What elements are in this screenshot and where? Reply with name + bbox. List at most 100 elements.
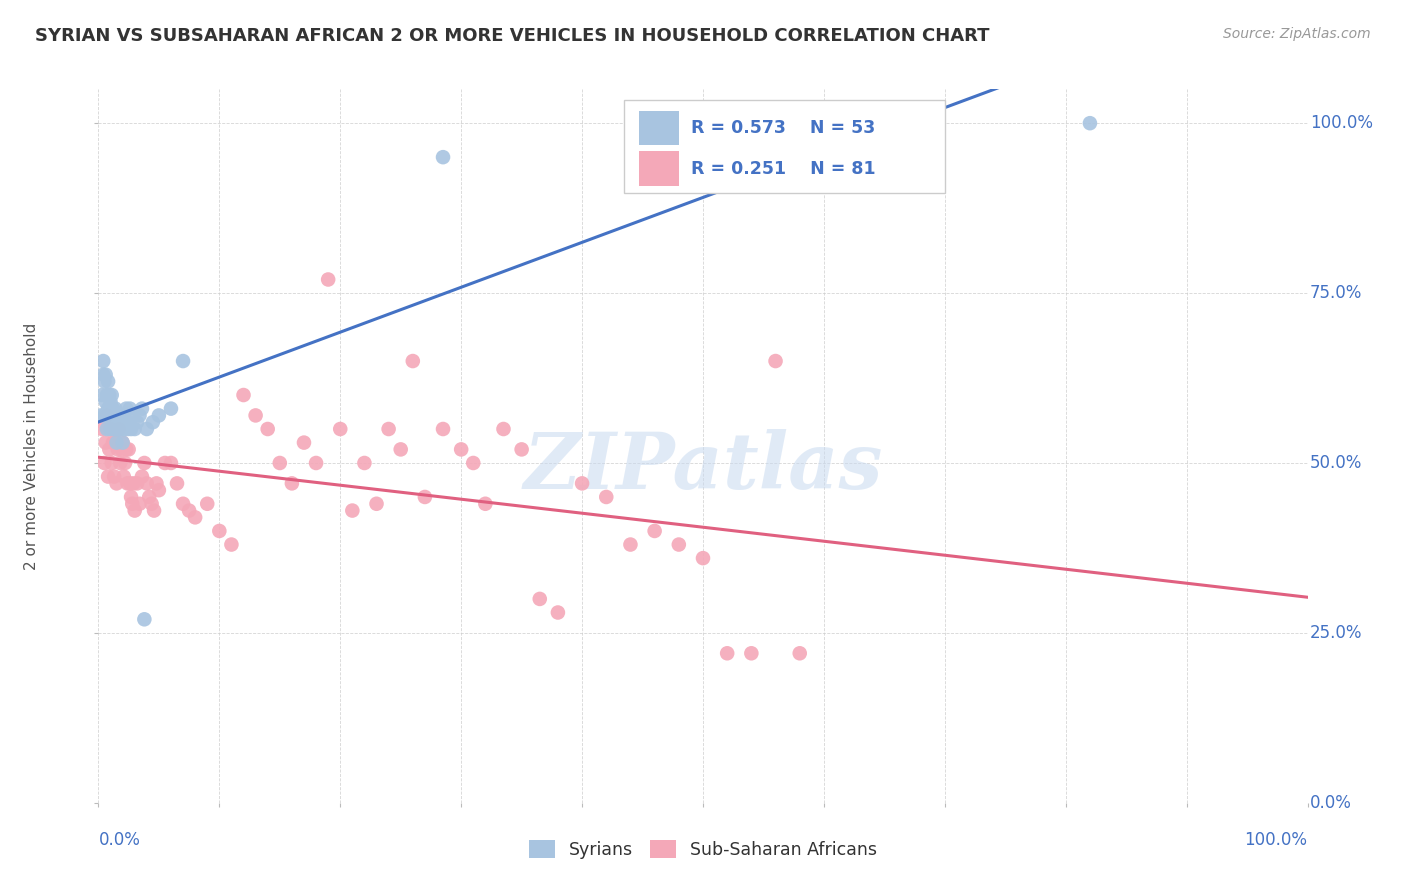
Point (103, 409, 125, 423)
Point (692, 551, 714, 566)
Point (529, 591, 551, 606)
Point (389, 442, 412, 457)
Point (121, 409, 143, 423)
Point (104, 415, 127, 429)
Point (413, 490, 436, 504)
Point (131, 401, 153, 416)
Point (135, 422, 157, 436)
Point (172, 497, 194, 511)
Point (104, 401, 127, 416)
Point (100, 422, 122, 436)
Point (463, 456, 485, 470)
Point (96, 422, 118, 436)
Point (105, 409, 128, 423)
Point (120, 422, 142, 436)
Point (91, 422, 114, 436)
Point (112, 422, 135, 436)
Point (177, 503, 201, 517)
Point (100, 388, 122, 402)
Point (115, 401, 138, 416)
Point (166, 476, 188, 491)
Point (118, 442, 141, 457)
Point (105, 435, 128, 450)
Point (111, 435, 134, 450)
Point (98, 409, 121, 423)
Point (118, 476, 141, 491)
Point (108, 415, 131, 429)
Point (115, 442, 138, 457)
Point (432, 422, 454, 436)
Text: R = 0.251    N = 81: R = 0.251 N = 81 (690, 161, 876, 178)
Point (120, 490, 142, 504)
Point (208, 524, 231, 538)
Point (107, 422, 129, 436)
Point (292, 435, 315, 450)
Point (145, 476, 167, 491)
Point (160, 401, 183, 416)
Point (94, 394, 117, 409)
Point (595, 490, 617, 504)
Point (342, 503, 364, 517)
Point (107, 442, 129, 457)
Point (765, 354, 787, 368)
Legend: Syrians, Sub-Saharan Africans: Syrians, Sub-Saharan Africans (522, 833, 884, 865)
Point (124, 503, 146, 517)
Point (450, 442, 472, 457)
Point (101, 415, 124, 429)
Point (112, 469, 135, 483)
Point (402, 354, 425, 368)
Point (128, 409, 150, 423)
Point (316, 272, 339, 286)
Point (245, 409, 267, 423)
Point (100, 409, 122, 423)
Point (281, 476, 304, 491)
Point (98, 388, 121, 402)
Point (148, 483, 170, 498)
Point (108, 422, 131, 436)
Point (269, 456, 291, 470)
Point (114, 415, 136, 429)
Point (97, 469, 120, 483)
Point (256, 422, 278, 436)
Point (121, 497, 143, 511)
FancyBboxPatch shape (638, 111, 679, 145)
Point (305, 456, 328, 470)
Text: ZIPatlas: ZIPatlas (523, 429, 883, 506)
Point (366, 497, 388, 511)
Point (789, 646, 811, 660)
Point (143, 503, 166, 517)
Point (141, 497, 163, 511)
Point (118, 401, 141, 416)
Point (644, 524, 666, 538)
Point (195, 497, 218, 511)
Point (97, 375, 120, 389)
Point (93, 409, 115, 423)
Point (148, 409, 170, 423)
Text: Source: ZipAtlas.com: Source: ZipAtlas.com (1223, 27, 1371, 41)
Point (492, 422, 515, 436)
FancyBboxPatch shape (624, 100, 945, 193)
Point (108, 456, 131, 470)
Point (432, 150, 454, 164)
Point (117, 476, 139, 491)
Point (101, 401, 124, 416)
Point (232, 388, 254, 402)
Point (97, 401, 120, 416)
Point (118, 415, 141, 429)
Point (474, 497, 496, 511)
Point (571, 476, 593, 491)
Point (740, 646, 762, 660)
Point (329, 422, 352, 436)
Point (153, 456, 176, 470)
Point (101, 435, 124, 450)
Point (100, 422, 122, 436)
Point (111, 435, 134, 450)
Point (1078, 116, 1101, 130)
Point (127, 476, 149, 491)
Point (103, 469, 125, 483)
Point (110, 442, 132, 457)
Point (221, 537, 243, 551)
Point (100, 394, 122, 409)
Point (510, 442, 533, 457)
Text: 0.0%: 0.0% (98, 831, 141, 849)
